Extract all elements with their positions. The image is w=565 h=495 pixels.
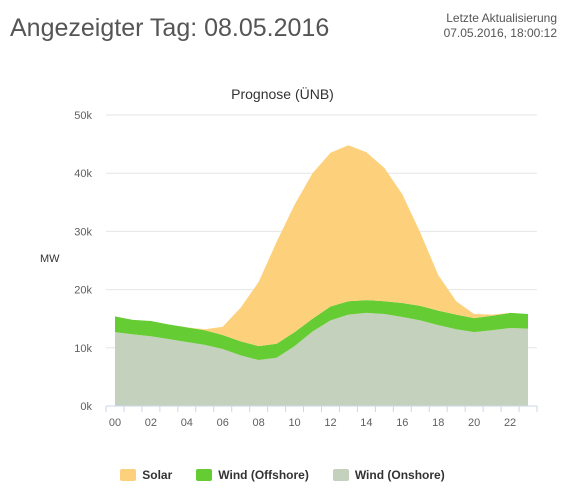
axes: 0k 10k 20k 30k 40k 50k 00 02 04 06 08 10 12 14 16 18 20 2… bbox=[74, 110, 538, 429]
series-area-wind-onshore bbox=[115, 312, 528, 406]
legend-item-solar[interactable]: Solar bbox=[120, 468, 172, 482]
x-tick-label: 04 bbox=[181, 417, 193, 429]
last-update-label: Letzte Aktualisierung bbox=[446, 11, 557, 25]
x-tick-label: 20 bbox=[468, 417, 480, 429]
page-title: Angezeigter Tag: 08.05.2016 bbox=[10, 14, 330, 42]
legend-label: Wind (Offshore) bbox=[218, 468, 309, 482]
x-tick-label: 08 bbox=[253, 417, 265, 429]
legend-label: Solar bbox=[142, 468, 173, 482]
x-tick-label: 10 bbox=[288, 417, 300, 429]
y-tick-label: 0k bbox=[80, 401, 92, 413]
x-tick-label: 14 bbox=[360, 417, 372, 429]
y-tick-label: 50k bbox=[74, 110, 92, 122]
legend-swatch bbox=[120, 469, 137, 481]
last-update-value: 07.05.2016, 18:00:12 bbox=[443, 26, 557, 40]
x-tick-label: 22 bbox=[504, 417, 516, 429]
legend-label: Wind (Onshore) bbox=[354, 468, 445, 482]
x-tick-label: 06 bbox=[217, 417, 229, 429]
x-tick-label: 12 bbox=[324, 417, 336, 429]
y-tick-label: 30k bbox=[74, 226, 92, 238]
chart-title: Prognose (ÜNB) bbox=[231, 86, 334, 102]
x-tick-label: 02 bbox=[145, 417, 157, 429]
y-tick-label: 10k bbox=[74, 343, 92, 355]
series-area-solar bbox=[115, 145, 528, 347]
legend-item-wind-onshore[interactable]: Wind (Onshore) bbox=[332, 468, 445, 482]
legend-item-wind-offshore[interactable]: Wind (Offshore) bbox=[196, 468, 309, 482]
y-axis-title: MW bbox=[40, 253, 60, 265]
series-areas bbox=[115, 145, 528, 406]
legend-swatch bbox=[196, 469, 213, 481]
y-tick-label: 20k bbox=[74, 285, 92, 297]
x-tick-label: 18 bbox=[432, 417, 444, 429]
x-tick-label: 16 bbox=[396, 417, 408, 429]
x-tick-label: 00 bbox=[109, 417, 121, 429]
last-update-info: Letzte Aktualisierung 07.05.2016, 18:00:… bbox=[444, 11, 557, 41]
legend-swatch bbox=[332, 469, 349, 481]
legend: Solar Wind (Offshore) Wind (Onshore) bbox=[0, 468, 565, 482]
series-area-wind-offshore bbox=[115, 300, 528, 360]
y-tick-label: 40k bbox=[74, 168, 92, 180]
